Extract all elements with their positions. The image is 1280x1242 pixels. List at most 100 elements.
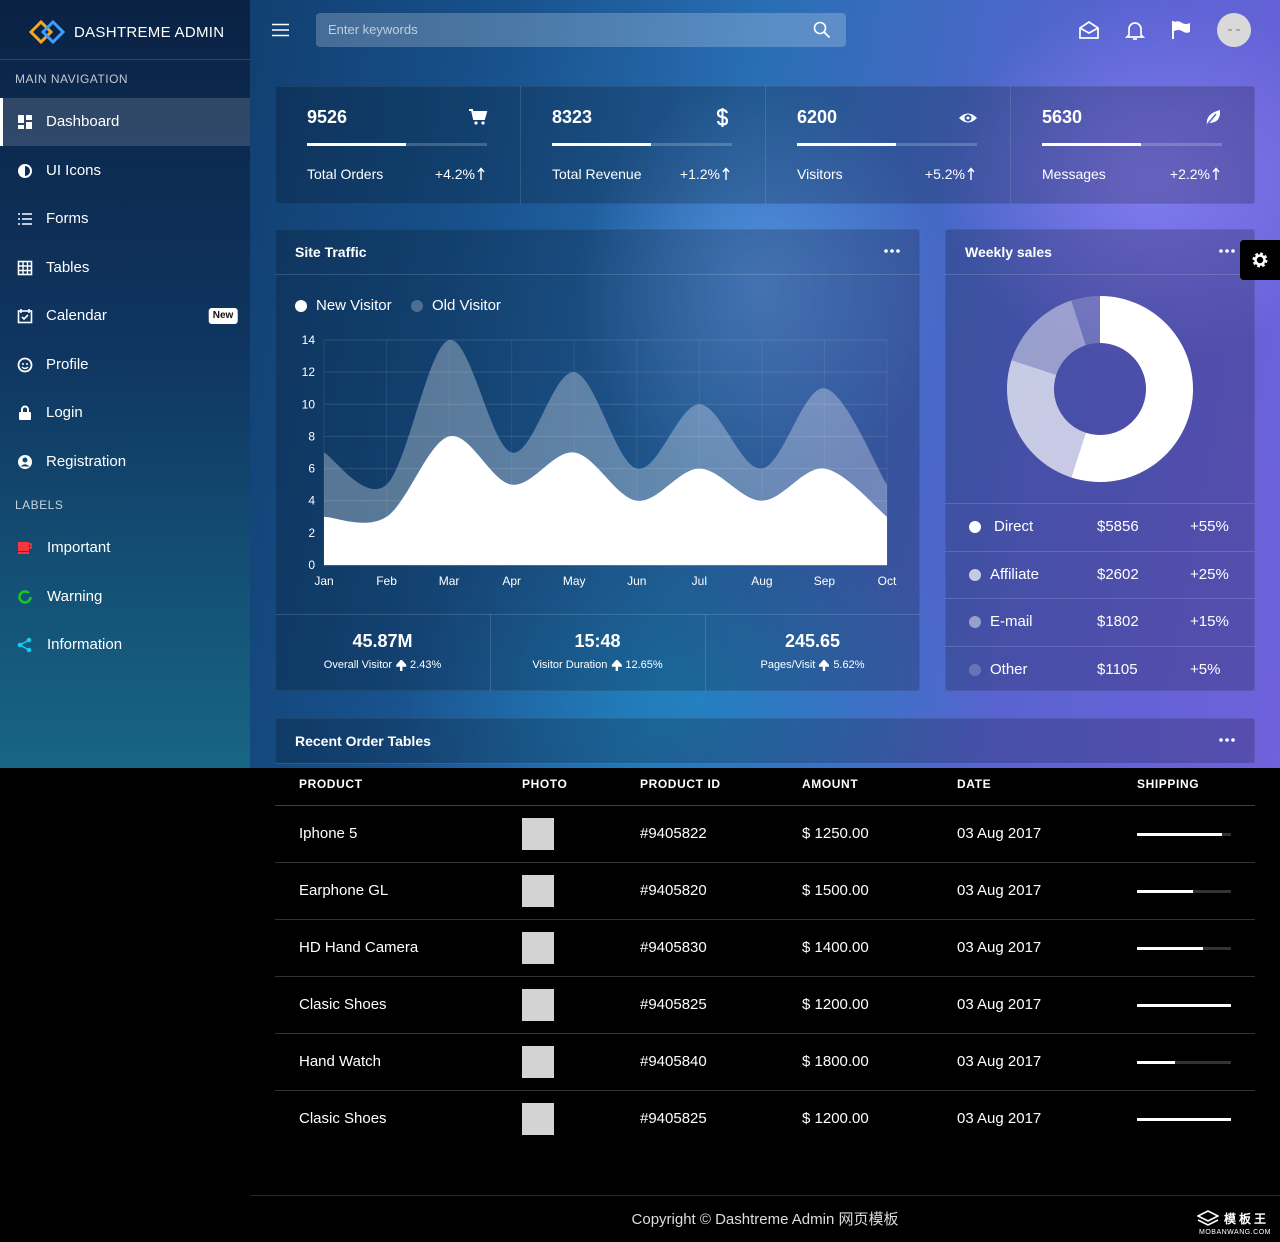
orders-card <box>275 718 1255 764</box>
y-tick-label: 12 <box>302 365 316 379</box>
stat-arrow <box>967 167 975 180</box>
summary-arrow <box>396 659 407 671</box>
stat-arrow-part <box>477 167 485 180</box>
order-date: 03 Aug 2017 <box>957 996 1042 1013</box>
stat-label: Messages <box>1042 166 1106 182</box>
shipping-progress <box>1137 890 1194 893</box>
nav-item[interactable] <box>0 341 250 389</box>
product-name: Clasic Shoes <box>299 1110 387 1127</box>
sales-change: +15% <box>1190 613 1229 630</box>
nav-label: UI Icons <box>46 161 102 179</box>
nav-icon-part <box>18 125 24 129</box>
sales-category: Other <box>990 660 1028 678</box>
nav-item[interactable] <box>0 389 250 437</box>
watermark-icon-part <box>1197 1219 1219 1226</box>
more-menu-part <box>1225 249 1229 253</box>
label-item[interactable] <box>0 621 250 669</box>
label-icon-part <box>18 542 29 551</box>
product-amount: $ 1200.00 <box>802 996 869 1013</box>
nav-icon-part <box>26 362 28 365</box>
nav-badge: New <box>208 308 238 324</box>
watermark-logo: 模板王 <box>1224 1212 1270 1226</box>
shipping-track <box>1137 1061 1231 1064</box>
search-box[interactable]: Enter keywords <box>316 13 846 47</box>
nav-label: Login <box>46 404 83 421</box>
settings-tab[interactable] <box>1240 240 1280 280</box>
y-tick-label: 10 <box>302 397 316 411</box>
doughnut-slice <box>1007 360 1086 478</box>
card-title: Site Traffic <box>295 244 367 260</box>
bell-icon-part <box>1125 22 1145 38</box>
nav-icon-part <box>19 164 25 177</box>
stat-change: +4.2% <box>434 166 475 182</box>
product-name: Hand Watch <box>299 1053 381 1070</box>
x-tick-label: Sep <box>814 574 836 588</box>
stat-arrow <box>1212 167 1220 180</box>
stat-arrow-part <box>967 167 975 180</box>
stat-label: Total Revenue <box>552 166 642 182</box>
nav-icon-part <box>21 405 29 412</box>
order-date: 03 Aug 2017 <box>957 1053 1042 1070</box>
sales-chart <box>1007 296 1193 482</box>
mail-icon-part <box>1079 20 1099 39</box>
stat-change: +5.2% <box>924 166 965 182</box>
stat-value: 8323 <box>552 107 593 127</box>
stat-progress <box>797 143 896 146</box>
search-icon-part <box>823 31 831 39</box>
product-photo <box>522 818 554 850</box>
sales-change: +5% <box>1190 660 1221 678</box>
x-tick-label: May <box>563 574 586 588</box>
stat-arrow-part <box>1212 167 1220 180</box>
nav-icon <box>17 357 33 372</box>
label-icon-part <box>18 589 32 604</box>
product-name: Iphone 5 <box>299 825 358 842</box>
menu-toggle <box>272 23 289 37</box>
nav-icon-part <box>18 261 32 274</box>
stat-icon-part <box>481 121 485 125</box>
nav-item[interactable] <box>0 147 250 195</box>
order-date: 03 Aug 2017 <box>957 1110 1042 1127</box>
more-menu-part <box>1231 738 1235 742</box>
card-header-line <box>275 274 920 275</box>
nav-icon <box>19 405 31 420</box>
sales-category: Direct <box>994 518 1034 535</box>
traffic-card <box>275 229 920 691</box>
summary-detail: Visitor Duration 12.65% <box>532 655 662 675</box>
stat-icon <box>716 108 729 127</box>
label-icon-part <box>29 543 32 549</box>
nav-icon-part <box>21 365 29 369</box>
label-item[interactable] <box>0 573 250 621</box>
sales-amount: $1105 <box>1097 660 1138 678</box>
summary-label: Visitor Duration <box>532 659 608 671</box>
product-amount: $ 1800.00 <box>802 1053 869 1070</box>
stat-icon <box>959 113 977 123</box>
table-row-line <box>275 919 1255 920</box>
x-tick-label: Apr <box>502 574 521 588</box>
label-icon <box>17 637 32 653</box>
sales-dot <box>969 521 981 533</box>
more-menu-part <box>890 249 894 253</box>
nav-item[interactable] <box>0 244 250 292</box>
nav-icon-part <box>22 362 24 365</box>
nav-label: Tables <box>46 258 90 276</box>
stat-icon <box>1205 110 1221 127</box>
product-photo <box>522 932 554 964</box>
table-header: PRODUCT ID <box>640 777 721 791</box>
nav-icon-part <box>22 457 28 462</box>
nav-item[interactable] <box>0 195 250 243</box>
label-icon-part <box>18 639 30 651</box>
order-date: 03 Aug 2017 <box>957 939 1042 956</box>
label-item[interactable] <box>0 524 250 572</box>
card-header-line <box>945 274 1255 275</box>
nav-item[interactable] <box>0 98 250 146</box>
search-icon <box>813 21 831 39</box>
label-text: Warning <box>47 587 103 605</box>
more-menu-part <box>884 249 888 253</box>
card-title: Recent Order Tables <box>295 733 431 749</box>
stat-progress <box>307 143 406 146</box>
product-name: HD Hand Camera <box>299 939 419 956</box>
product-id: #9405830 <box>640 939 707 956</box>
logo-part <box>40 19 66 45</box>
